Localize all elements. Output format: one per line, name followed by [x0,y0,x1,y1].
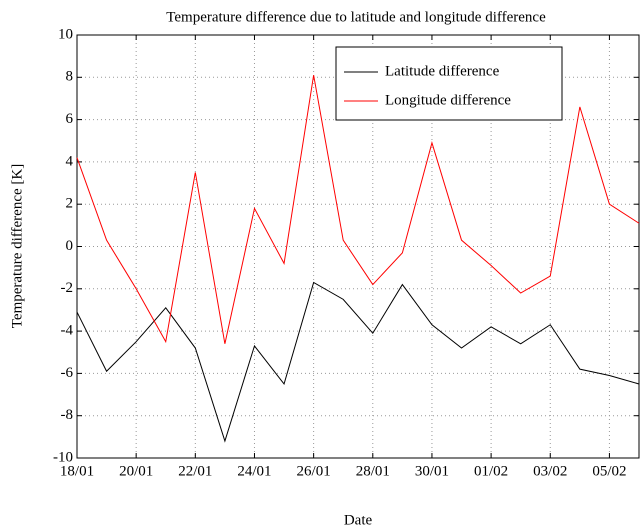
x-tick-label: 01/02 [474,463,508,479]
x-tick-label: 28/01 [356,463,390,479]
y-tick-label: -2 [61,280,74,296]
plot-frame [76,34,640,459]
y-tick-label: 10 [58,26,73,42]
x-tick-label: 18/01 [60,463,94,479]
x-tick-label: 30/01 [415,463,449,479]
x-tick-label: 20/01 [119,463,153,479]
legend-label: Longitude difference [385,92,511,108]
x-tick-label: 26/01 [297,463,331,479]
legend-label: Latitude difference [385,63,500,79]
y-tick-label: 2 [66,196,74,212]
data-line [76,75,640,344]
chart-title: Temperature difference due to latitude a… [166,9,546,25]
x-tick-label: 24/01 [237,463,271,479]
y-axis-label: Temperature difference [K] [9,164,25,328]
y-tick-label: 6 [66,111,74,127]
data-line [76,281,640,443]
y-tick-label: -6 [61,365,74,381]
x-axis-label: Date [344,512,373,528]
y-tick-label: -4 [61,323,74,339]
y-tick-label: 4 [66,153,74,169]
legend-box [335,46,563,121]
y-tick-label: -8 [61,407,74,423]
y-tick-label: -10 [53,449,73,465]
x-tick-label: 22/01 [178,463,212,479]
x-tick-label: 03/02 [533,463,567,479]
y-tick-label: 8 [66,69,74,85]
y-tick-label: 0 [66,238,74,254]
x-tick-label: 05/02 [592,463,626,479]
